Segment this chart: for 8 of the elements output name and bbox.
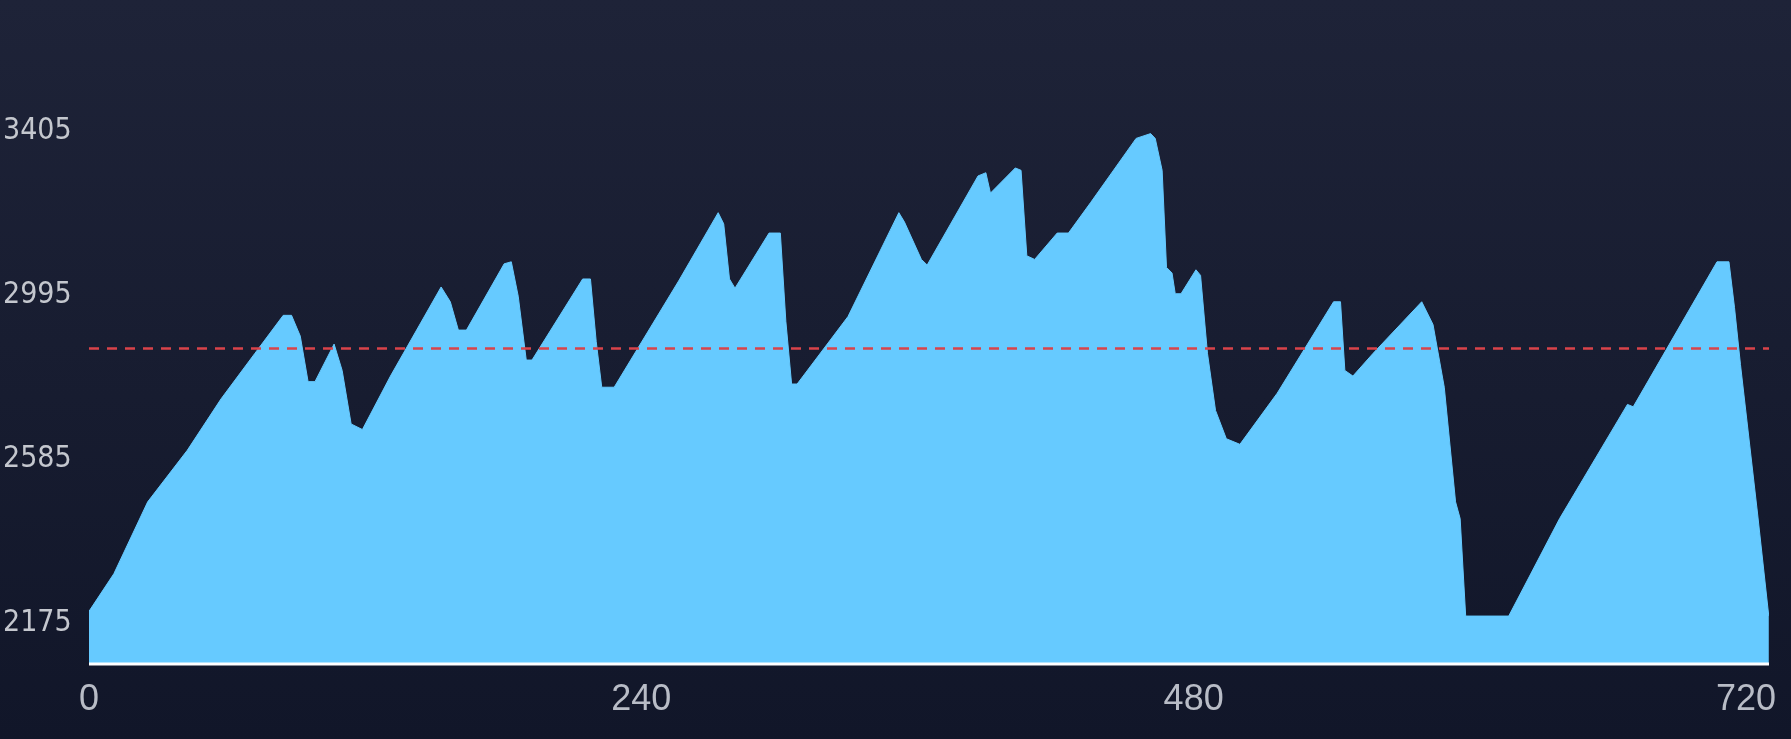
y-tick-label: 3405 — [3, 111, 72, 147]
x-tick-label: 240 — [611, 676, 672, 718]
x-tick-label: 0 — [78, 676, 100, 718]
y-tick-label: 2175 — [3, 602, 72, 638]
x-tick-label: 720 — [1715, 676, 1777, 718]
x-tick-label: 480 — [1163, 676, 1224, 718]
y-tick-label: 2585 — [3, 438, 72, 474]
y-tick-label: 2995 — [3, 275, 72, 311]
